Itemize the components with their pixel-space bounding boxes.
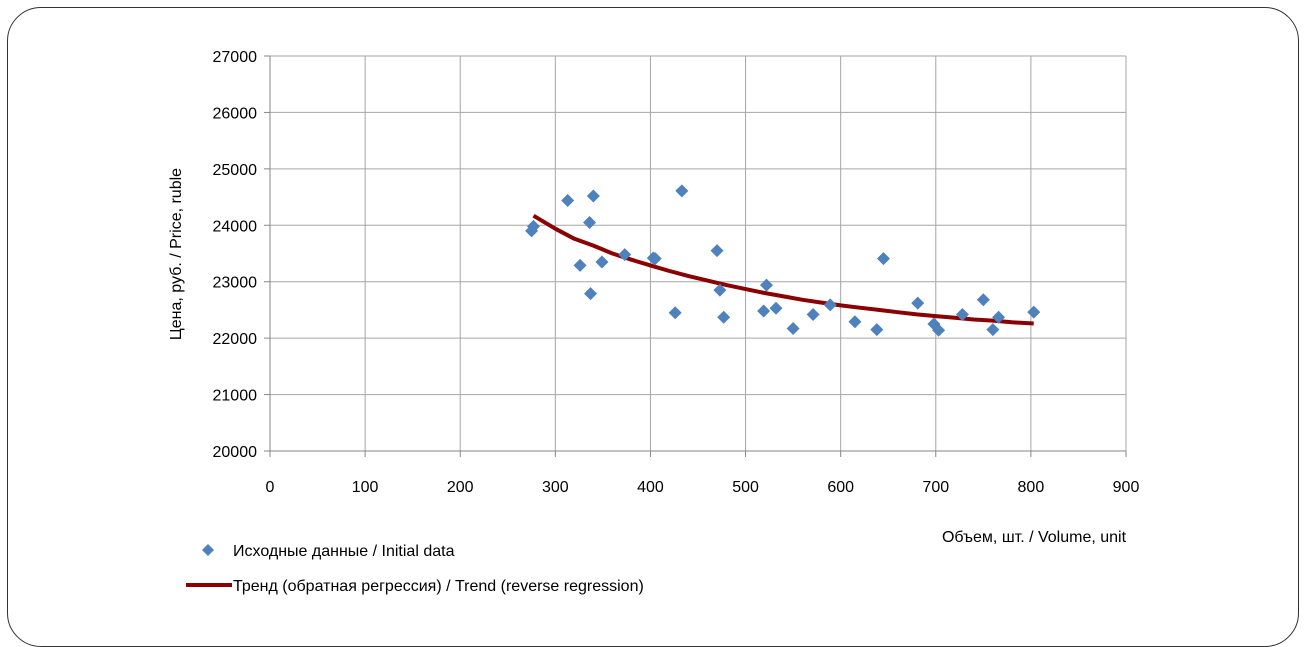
legend-label-initial-data: Исходные данные / Initial data — [233, 543, 455, 560]
x-tick-label: 400 — [637, 479, 664, 496]
y-tick-label: 25000 — [213, 162, 258, 179]
data-point — [573, 258, 587, 272]
legend: Исходные данные / Initial data Тренд (об… — [186, 543, 644, 595]
axes — [264, 55, 1127, 457]
scatter-chart: 0 100 200 300 400 500 600 700 800 900 20000 21000 22… — [168, 49, 1140, 595]
x-tick-label: 800 — [1018, 479, 1045, 496]
data-point — [717, 310, 731, 324]
data-point — [848, 315, 862, 329]
data-point — [911, 296, 925, 310]
data-point — [710, 244, 724, 258]
data-point — [713, 283, 727, 297]
x-tick-label: 300 — [542, 479, 569, 496]
data-point — [870, 323, 884, 337]
y-tick-label: 24000 — [213, 218, 258, 235]
data-point — [992, 310, 1006, 324]
tick-labels: 0 100 200 300 400 500 600 700 800 900 20000 21000 22… — [213, 49, 1140, 496]
data-point — [806, 307, 820, 321]
data-point — [586, 189, 600, 203]
y-tick-label: 21000 — [213, 388, 258, 405]
x-axis-title: Объем, шт. / Volume, unit — [942, 529, 1127, 546]
y-tick-label: 27000 — [213, 49, 258, 66]
legend-label-trend: Тренд (обратная регрессия) / Trend (reve… — [233, 578, 644, 595]
data-point — [932, 323, 946, 337]
x-tick-label: 900 — [1113, 479, 1140, 496]
data-point — [668, 306, 682, 320]
data-point — [769, 301, 783, 315]
x-tick-label: 600 — [827, 479, 854, 496]
x-tick-label: 200 — [447, 479, 474, 496]
data-point — [876, 252, 890, 266]
data-point — [757, 304, 771, 318]
y-tick-label: 26000 — [213, 105, 258, 122]
data-point — [786, 322, 800, 336]
data-point — [618, 248, 632, 262]
y-tick-label: 23000 — [213, 275, 258, 292]
x-tick-label: 700 — [922, 479, 949, 496]
legend-item-trend: Тренд (обратная регрессия) / Trend (reve… — [186, 578, 644, 595]
initial-data-series — [525, 184, 1041, 337]
trend-series — [532, 213, 1034, 326]
data-point — [648, 252, 662, 266]
data-point — [595, 255, 609, 269]
data-point — [583, 215, 597, 229]
data-point — [1027, 305, 1041, 319]
y-tick-label: 22000 — [213, 331, 258, 348]
data-point — [675, 184, 689, 198]
x-tick-label: 100 — [352, 479, 379, 496]
data-point — [955, 307, 969, 321]
data-point — [976, 293, 990, 307]
chart-frame — [7, 7, 1299, 647]
data-point — [584, 287, 598, 301]
trend-line — [532, 213, 1034, 326]
data-point — [759, 278, 773, 292]
legend-item-initial-data: Исходные данные / Initial data — [202, 543, 455, 560]
y-tick-label: 20000 — [213, 444, 258, 461]
legend-marker-diamond-icon — [202, 544, 214, 556]
data-point — [823, 298, 837, 312]
x-tick-label: 0 — [266, 479, 275, 496]
data-point — [986, 323, 1000, 337]
data-point — [561, 193, 575, 207]
y-axis-title: Цена, руб. / Price, ruble — [168, 168, 185, 340]
data-point — [526, 219, 540, 233]
x-tick-label: 500 — [732, 479, 759, 496]
grid-lines — [270, 55, 1127, 451]
